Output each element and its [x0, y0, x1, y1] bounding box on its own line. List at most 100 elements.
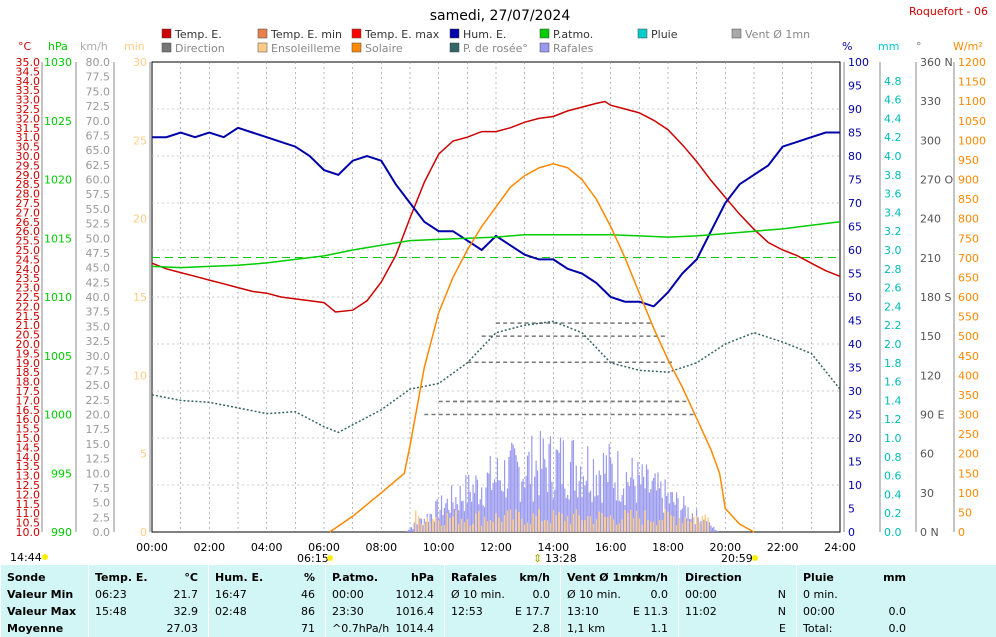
rain-tick-label: 2.2 [884, 319, 902, 332]
temp-tick-label: 11.5 [16, 498, 41, 511]
solar-tick-label: 1150 [958, 76, 986, 89]
summary-cell-value: 1014.4 [395, 622, 435, 635]
sunset-icon [752, 555, 758, 561]
summary-column-unit: km/h [637, 571, 668, 584]
x-tick-label: 18:00 [652, 541, 684, 554]
hum-tick-label: 30 [848, 385, 862, 398]
temp-tick-label: 16.0 [16, 413, 41, 426]
wind-tick-label: 17.5 [86, 423, 111, 436]
x-tick-label: 20:00 [709, 541, 741, 554]
temp-tick-label: 18.0 [16, 376, 41, 389]
solar-tick-label: 450 [958, 350, 979, 363]
summary-row-label: Valeur Min [7, 588, 74, 601]
hum-tick-label: 20 [848, 432, 862, 445]
summary-cell-value: 1.1 [650, 622, 669, 635]
legend-swatch [731, 28, 742, 39]
temp-tick-label: 19.0 [16, 357, 41, 370]
temp-tick-label: 30.5 [16, 141, 41, 154]
temp-tick-label: 26.5 [16, 216, 41, 229]
solar-tick-label: 250 [958, 428, 979, 441]
sun-axis-unit: min [124, 40, 145, 53]
legend-swatch [539, 28, 550, 39]
summary-cell-time: 00:00 [685, 588, 717, 601]
rain-tick-label: 0.6 [884, 470, 902, 483]
x-tick-label: 12:00 [480, 541, 512, 554]
temp-tick-label: 19.5 [16, 347, 41, 360]
summary-row-label: Moyenne [7, 622, 64, 635]
sunrise-icon [327, 555, 333, 561]
wind-tick-label: 75.0 [86, 85, 111, 98]
temp-tick-label: 10.5 [16, 517, 41, 530]
wind-tick-label: 70.0 [86, 115, 111, 128]
axis-units: °C hPa km/h min % mm ° W/m² [18, 40, 983, 53]
hum-tick-label: 25 [848, 409, 862, 422]
press-tick-label: 1030 [44, 56, 72, 69]
temp-tick-label: 24.0 [16, 263, 41, 276]
x-tick-label: 06:00 [308, 541, 340, 554]
temp-tick-label: 34.5 [16, 65, 41, 78]
x-tick-label: 16:00 [595, 541, 627, 554]
temp-tick-label: 30.0 [16, 150, 41, 163]
legend-swatch [449, 28, 460, 39]
solar-tick-label: 1100 [958, 95, 986, 108]
sun-tick-label: 25 [133, 134, 147, 147]
hum-tick-label: 15 [848, 456, 862, 469]
rain-tick-label: 1.8 [884, 357, 902, 370]
wind-tick-label: 77.5 [86, 71, 111, 84]
wind-tick-label: 32.5 [86, 335, 111, 348]
summary-column-unit: °C [184, 571, 198, 584]
sun-tick-label: 0 [140, 526, 147, 539]
dir-axis-unit: ° [916, 40, 922, 53]
summary-cell-time: Ø 10 min. [567, 588, 621, 601]
rain-tick-label: 3.0 [884, 244, 902, 257]
summary-column-unit: % [303, 571, 315, 584]
rain-tick-label: 1.6 [884, 376, 902, 389]
solar-tick-label: 650 [958, 271, 979, 284]
solar-tick-label: 1000 [958, 134, 986, 147]
solar-tick-label: 400 [958, 369, 979, 382]
chart-date-title: samedi, 27/07/2024 [430, 8, 571, 24]
solar-tick-label: 800 [958, 213, 979, 226]
summary-cell-value: 1016.4 [395, 605, 435, 618]
rain-tick-label: 0.4 [884, 488, 902, 501]
summary-column-header: P.atmo. [332, 571, 379, 584]
legend-swatch [351, 28, 362, 39]
temp-tick-label: 20.0 [16, 338, 41, 351]
hum-tick-label: 55 [848, 268, 862, 281]
summary-cell-time: 12:53 [451, 605, 483, 618]
summary-cell-value: 21.7 [173, 588, 199, 601]
summary-cell-time: 00:00 [332, 588, 364, 601]
series-temp-e-line [151, 100, 841, 313]
solar-tick-label: 950 [958, 154, 979, 167]
hum-axis-unit: % [842, 40, 852, 53]
rain-tick-label: 4.6 [884, 94, 902, 107]
press-tick-label: 995 [51, 467, 72, 480]
rain-tick-label: 4.0 [884, 150, 902, 163]
summary-column [208, 565, 326, 637]
legend-swatch [161, 28, 172, 39]
legend-label: Ensoleilleme [271, 42, 341, 55]
summary-cell-value: N [777, 605, 786, 618]
hum-tick-label: 40 [848, 338, 862, 351]
dir-tick-label: 150 [920, 330, 941, 343]
sun-icon [42, 554, 48, 560]
press-tick-label: 1000 [44, 409, 72, 422]
temp-tick-label: 14.5 [16, 441, 41, 454]
dir-tick-label: 30 [920, 487, 934, 500]
sun-times: 14:44 06:15 13:28 ⇕ 20:59 [10, 551, 758, 565]
wind-tick-label: 80.0 [86, 56, 111, 69]
legend-label: P. de rosée° [463, 42, 528, 55]
summary-column-header: Direction [685, 571, 742, 584]
solar-tick-label: 750 [958, 232, 979, 245]
wind-axis-unit: km/h [80, 40, 108, 53]
rain-tick-label: 3.8 [884, 169, 902, 182]
solar-tick-label: 850 [958, 193, 979, 206]
sun-tick-label: 20 [133, 213, 147, 226]
summary-cell-time: 15:48 [95, 605, 127, 618]
press-tick-label: 990 [51, 526, 72, 539]
legend-label: P.atmo. [553, 28, 593, 41]
rain-tick-label: 4.8 [884, 75, 902, 88]
temp-tick-label: 18.5 [16, 366, 41, 379]
summary-cell-value: E [779, 622, 786, 635]
hum-tick-label: 95 [848, 80, 862, 93]
